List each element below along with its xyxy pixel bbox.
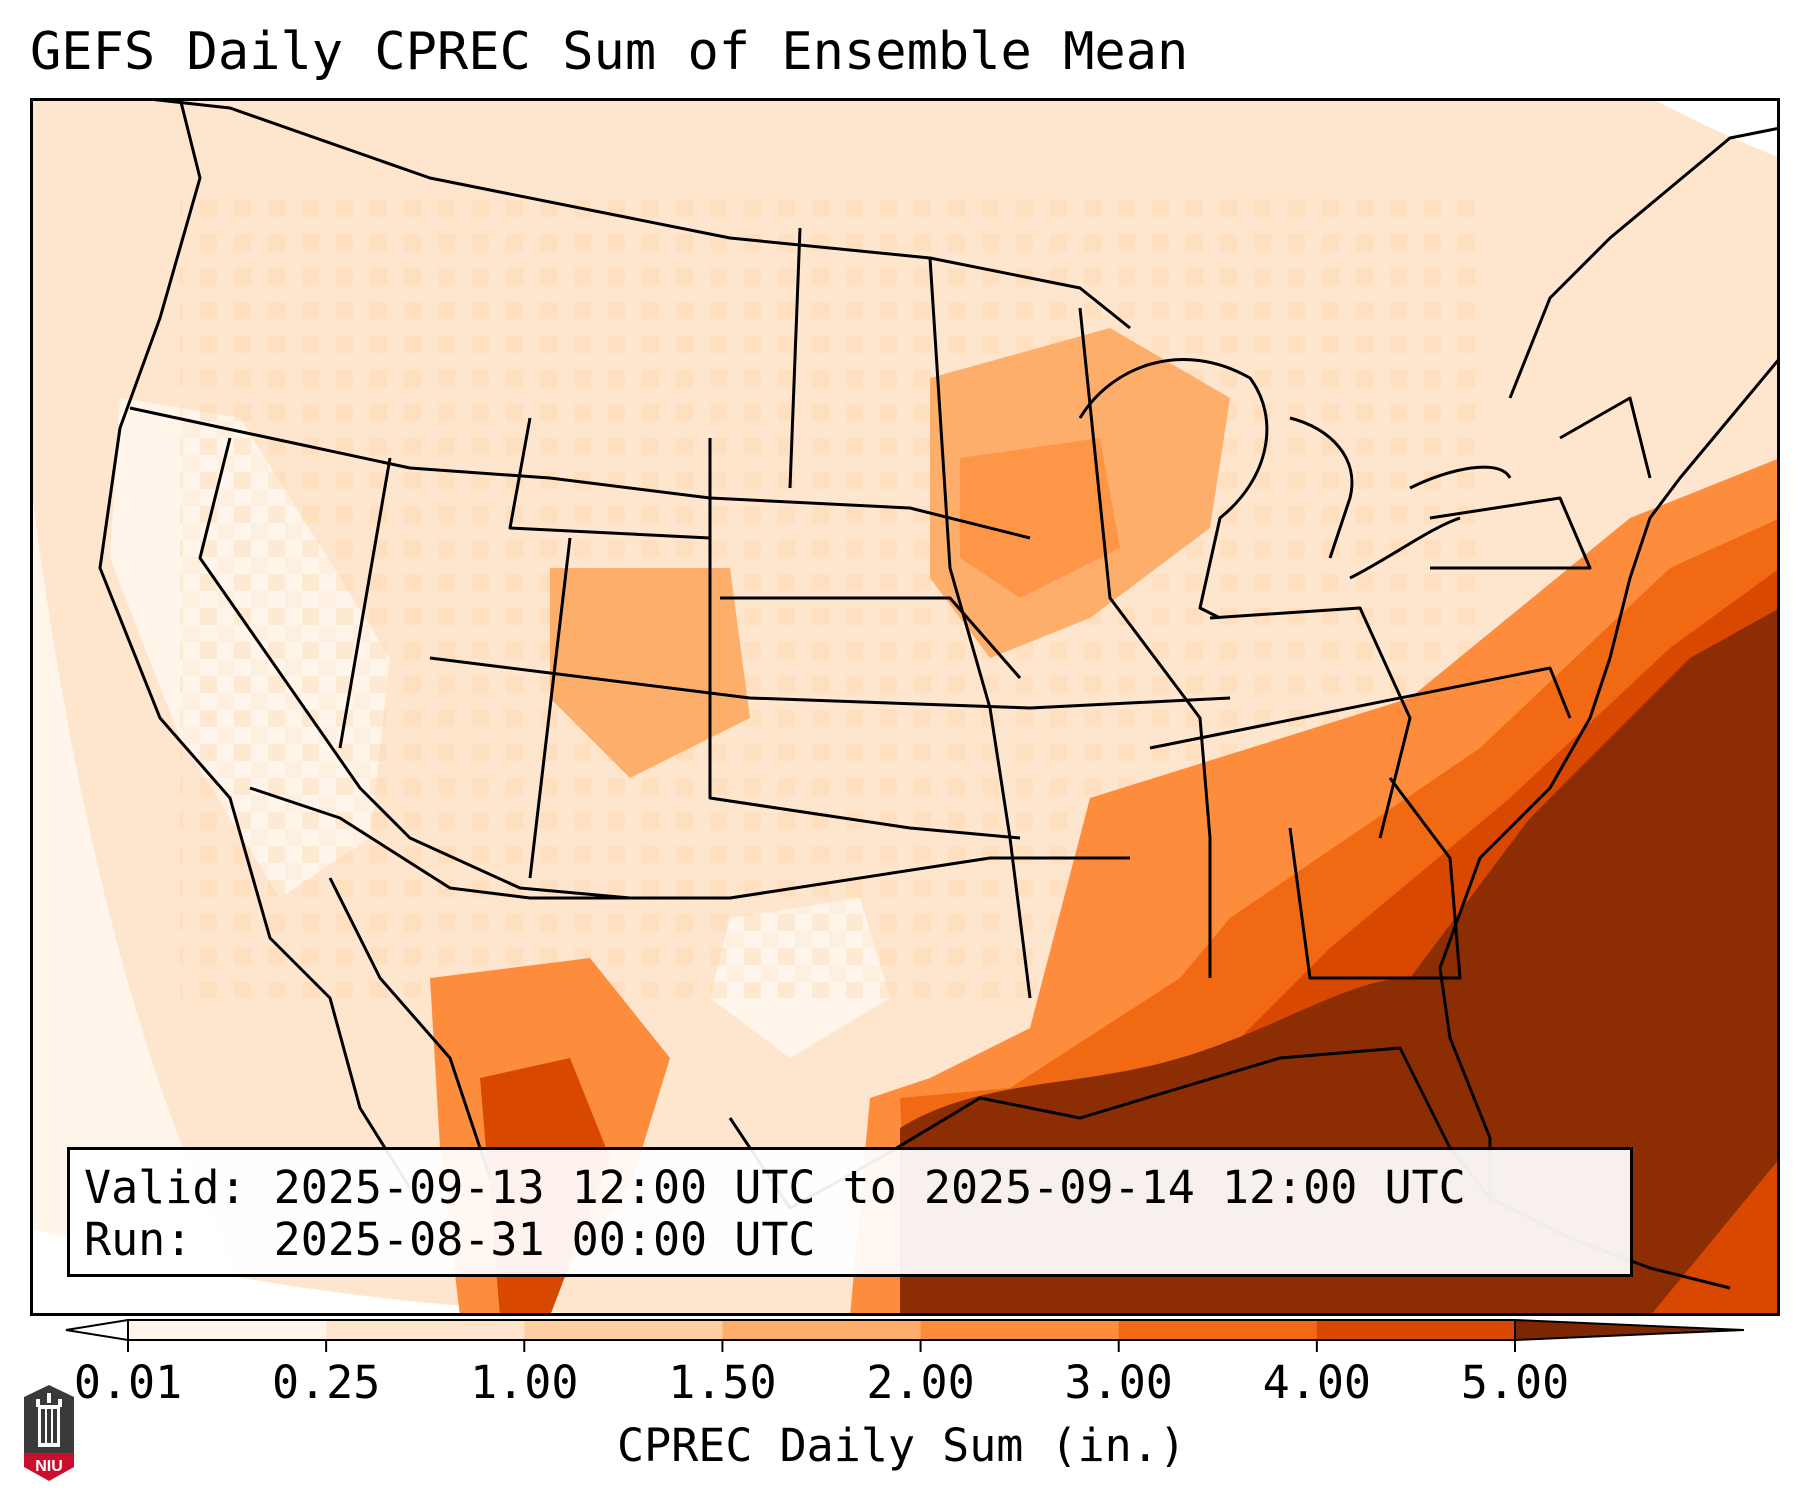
svg-text:NIU: NIU (35, 1458, 63, 1475)
colorbar-tick-label: 0.01 (73, 1356, 183, 1409)
colorbar-tick-label: 3.00 (1064, 1356, 1173, 1409)
colorbar-label: CPREC Daily Sum (in.) (617, 1419, 1186, 1472)
precip-map (30, 98, 1780, 1316)
colorbar-segment (1118, 1320, 1318, 1340)
projection-edge-bottom-left (30, 1228, 630, 1316)
colorbar-segment (722, 1320, 922, 1340)
colorbar-under-arrow (65, 1318, 129, 1342)
colorbar-tick-label: 0.25 (271, 1356, 381, 1409)
colorbar-tick-label: 4.00 (1262, 1356, 1372, 1409)
precip-band-iowa (960, 438, 1120, 598)
colorbar (65, 1318, 1745, 1352)
projection-edge-left (30, 478, 260, 1316)
projection-edge-top-right (1650, 98, 1780, 158)
valid-label: Valid: (84, 1161, 247, 1214)
map-title: GEFS Daily CPREC Sum of Ensemble Mean (30, 22, 1189, 82)
valid-value: 2025-09-13 12:00 UTC to 2025-09-14 12:00… (273, 1161, 1466, 1214)
map-frame (30, 98, 1780, 1316)
colorbar-tick-label: 1.00 (470, 1356, 579, 1409)
precip-band-colorado (550, 568, 750, 778)
colorbar-tick-label: 1.50 (668, 1356, 777, 1409)
colorbar-tick-label: 2.00 (866, 1356, 975, 1409)
colorbar-ticks (127, 1340, 1516, 1352)
colorbar-segment (326, 1320, 525, 1340)
colorbar-over-arrow (1514, 1318, 1745, 1342)
colorbar-segments (65, 1318, 1745, 1342)
valid-row: Valid: 2025-09-13 12:00 UTC to 2025-09-1… (84, 1162, 1630, 1214)
run-value: 2025-08-31 00:00 UTC (273, 1213, 816, 1266)
state-boundaries (129, 98, 1652, 999)
run-row: Run: 2025-08-31 00:00 UTC (84, 1214, 1630, 1266)
run-label: Run: (84, 1213, 193, 1266)
colorbar-segment (524, 1320, 723, 1340)
colorbar-segment (920, 1320, 1120, 1340)
precip-core-gulf (900, 608, 1780, 1316)
valid-run-info-box: Valid: 2025-09-13 12:00 UTC to 2025-09-1… (67, 1147, 1633, 1277)
colorbar-segment (128, 1320, 327, 1340)
niu-logo: NIU (24, 1385, 74, 1481)
colorbar-tick-label: 5.00 (1460, 1356, 1570, 1409)
colorbar-frame (127, 1319, 1516, 1341)
colorbar-segment (1316, 1320, 1516, 1340)
